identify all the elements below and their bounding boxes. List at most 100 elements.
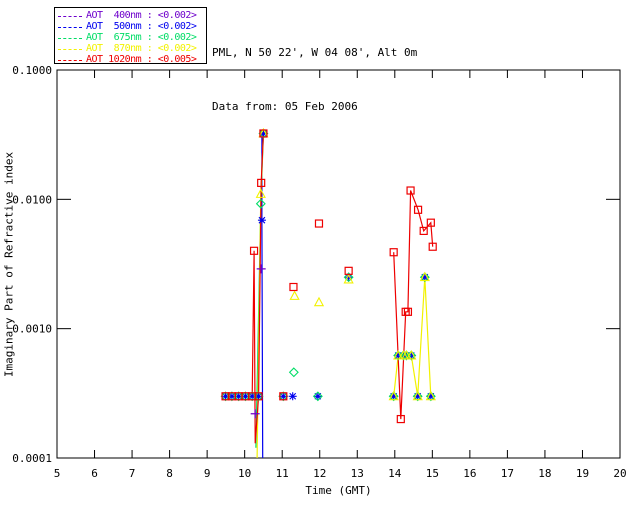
marker-square	[426, 218, 435, 227]
legend-item-label: AOT 675nm : <0.002>	[86, 32, 197, 43]
marker-square	[259, 129, 268, 138]
marker-asterisk	[313, 392, 322, 401]
x-tick-label: 17	[501, 467, 514, 480]
marker-square	[396, 414, 405, 424]
legend-dash-swatch	[58, 15, 82, 17]
y-tick-label: 0.1000	[12, 64, 52, 77]
marker-square	[254, 392, 263, 401]
marker-asterisk	[420, 273, 429, 282]
marker-triangle	[425, 390, 436, 401]
x-tick-label: 5	[54, 467, 61, 480]
marker-triangle	[419, 271, 430, 282]
marker-square	[279, 392, 288, 401]
marker-triangle	[388, 390, 399, 401]
marker-square	[389, 248, 398, 257]
marker-square	[428, 242, 437, 251]
legend-dash-swatch	[58, 37, 82, 39]
marker-asterisk	[389, 392, 398, 401]
marker-asterisk	[248, 392, 257, 401]
marker-asterisk	[279, 392, 288, 401]
marker-square	[289, 282, 298, 292]
marker-asterisk	[227, 392, 236, 401]
marker-diamond	[258, 128, 269, 139]
marker-plus	[256, 264, 266, 274]
x-tick-label: 8	[166, 467, 173, 480]
marker-diamond	[412, 391, 423, 402]
marker-asterisk	[241, 392, 250, 401]
marker-diamond	[419, 272, 430, 283]
y-tick-label: 0.0100	[12, 193, 52, 206]
legend-dash-swatch	[58, 59, 82, 61]
marker-square	[403, 307, 413, 316]
legend-item: AOT 675nm : <0.002>	[58, 33, 203, 43]
legend-item: AOT 500nm : <0.002>	[58, 22, 203, 32]
y-tick-label: 0.0010	[12, 323, 52, 336]
marker-square	[344, 266, 353, 275]
x-tick-label: 10	[238, 467, 251, 480]
legend-item: AOT 870nm : <0.002>	[58, 44, 203, 54]
marker-asterisk	[288, 392, 297, 401]
x-tick-label: 11	[276, 467, 289, 480]
y-axis-title: Imaginary Part of Refractive index	[2, 151, 16, 378]
legend-dash-swatch	[58, 26, 82, 28]
legend-dash-swatch	[58, 48, 82, 50]
x-tick-label: 20	[613, 467, 626, 480]
marker-square	[257, 178, 266, 187]
x-tick-label: 6	[91, 467, 98, 480]
legend-item-label: AOT 400nm : <0.002>	[86, 10, 197, 21]
marker-asterisk	[221, 392, 230, 401]
marker-asterisk	[257, 216, 266, 225]
date-info: Data from: 05 Feb 2006	[212, 100, 358, 113]
marker-asterisk	[234, 392, 243, 401]
marker-plus	[250, 409, 260, 419]
x-tick-label: 18	[538, 467, 551, 480]
x-axis-title: Time (GMT)	[305, 484, 372, 497]
marker-asterisk	[413, 392, 422, 401]
marker-diamond	[343, 272, 354, 283]
marker-triangle	[289, 290, 300, 300]
y-tick-label: 0.0001	[12, 452, 52, 465]
marker-square	[419, 226, 428, 236]
station-info: PML, N 50 22', W 04 08', Alt 0m	[212, 46, 418, 59]
marker-asterisk	[259, 129, 268, 138]
marker-diamond	[388, 391, 399, 402]
marker-diamond	[398, 350, 409, 361]
marker-asterisk	[426, 392, 435, 401]
marker-diamond	[255, 198, 266, 209]
x-tick-label: 9	[204, 467, 211, 480]
x-tick-label: 7	[129, 467, 136, 480]
marker-square	[413, 205, 423, 214]
marker-asterisk	[394, 351, 403, 360]
x-tick-label: 16	[463, 467, 476, 480]
legend-item-label: AOT 500nm : <0.002>	[86, 21, 197, 32]
marker-diamond	[425, 391, 436, 402]
marker-triangle	[343, 273, 354, 284]
marker-diamond	[312, 391, 323, 402]
legend-item-label: AOT 870nm : <0.002>	[86, 43, 197, 54]
marker-triangle	[313, 296, 325, 307]
marker-square	[314, 219, 324, 228]
plot-header: PML, N 50 22', W 04 08', Alt 0m Data fro…	[212, 8, 417, 152]
marker-asterisk	[254, 392, 263, 401]
marker-square	[249, 246, 259, 255]
legend: AOT 400nm : <0.002> AOT 500nm : <0.002> AO…	[54, 7, 207, 65]
legend-item-label: AOT 1020nm : <0.005>	[86, 54, 197, 65]
x-tick-label: 13	[351, 467, 364, 480]
marker-square	[248, 392, 257, 401]
marker-triangle	[393, 349, 404, 360]
plot-frame	[56, 69, 621, 459]
legend-item: AOT 400nm : <0.002>	[58, 11, 203, 21]
marker-triangle	[406, 349, 417, 360]
x-tick-label: 19	[576, 467, 589, 480]
marker-triangle	[255, 188, 266, 198]
series-line-AOT-1020nm	[393, 190, 434, 420]
marker-triangle	[412, 390, 423, 401]
marker-diamond	[288, 367, 299, 378]
legend-item: AOT 1020nm : <0.005>	[58, 55, 203, 65]
x-tick-label: 14	[388, 467, 402, 480]
x-tick-label: 12	[313, 467, 326, 480]
marker-square	[406, 186, 415, 195]
marker-triangle	[401, 349, 412, 360]
